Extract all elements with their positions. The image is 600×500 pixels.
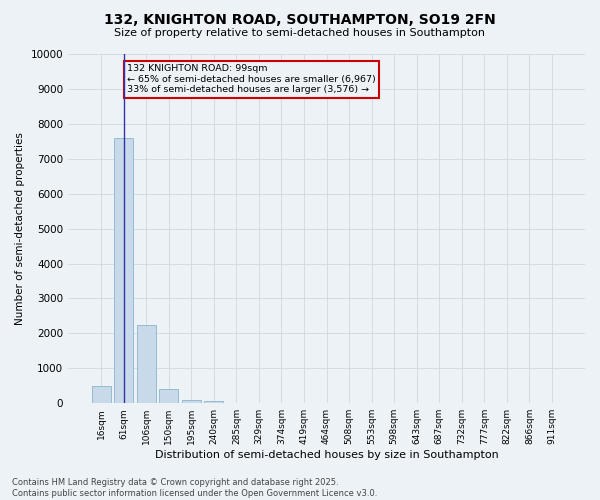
Bar: [137, 324, 156, 403]
Text: 132 KNIGHTON ROAD: 99sqm
← 65% of semi-detached houses are smaller (6,967)
33% o: 132 KNIGHTON ROAD: 99sqm ← 65% of semi-d…: [127, 64, 376, 94]
Bar: [159, 388, 178, 403]
Bar: [182, 400, 201, 403]
Text: Contains HM Land Registry data © Crown copyright and database right 2025.
Contai: Contains HM Land Registry data © Crown c…: [12, 478, 377, 498]
Bar: [204, 402, 223, 403]
Text: Size of property relative to semi-detached houses in Southampton: Size of property relative to semi-detach…: [115, 28, 485, 38]
Bar: [92, 386, 110, 403]
X-axis label: Distribution of semi-detached houses by size in Southampton: Distribution of semi-detached houses by …: [155, 450, 499, 460]
Y-axis label: Number of semi-detached properties: Number of semi-detached properties: [15, 132, 25, 325]
Bar: [114, 138, 133, 403]
Text: 132, KNIGHTON ROAD, SOUTHAMPTON, SO19 2FN: 132, KNIGHTON ROAD, SOUTHAMPTON, SO19 2F…: [104, 12, 496, 26]
